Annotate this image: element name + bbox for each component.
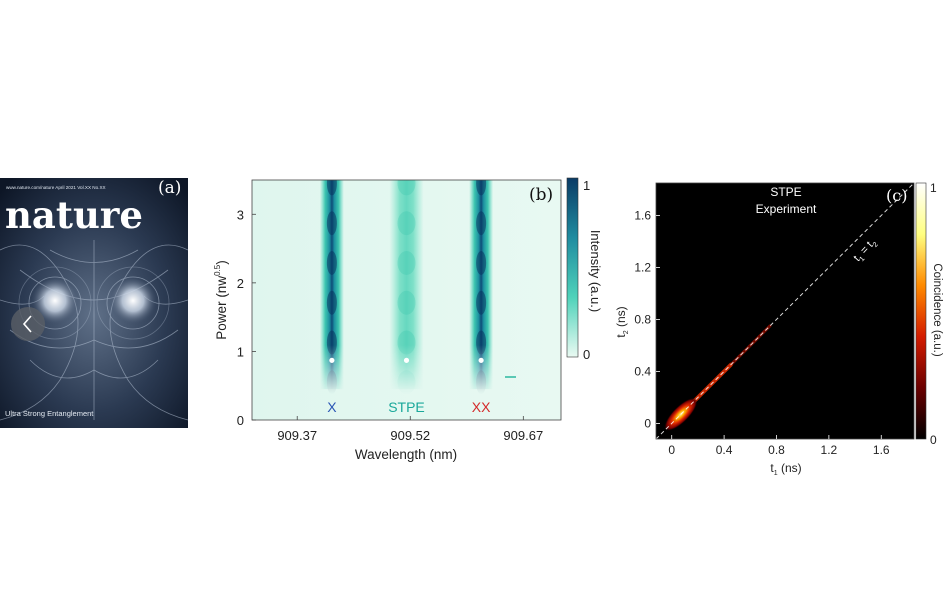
cover-url-line: www.nature.com/nature April 2021 Vol.XX … xyxy=(6,185,106,190)
panel-c-label: (c) xyxy=(886,186,907,205)
coincidence-signal xyxy=(656,183,914,439)
power-marker-0 xyxy=(329,357,335,363)
power-markers xyxy=(329,357,484,363)
c-xtick-label: 0.4 xyxy=(716,443,733,457)
c-colorbar-min: 0 xyxy=(930,433,937,447)
c-xlabel-sub: 1 xyxy=(774,470,778,477)
journal-cover: www.nature.com/nature April 2021 Vol.XX … xyxy=(0,178,189,428)
c-xtick-label: 1.6 xyxy=(873,443,890,457)
c-colorbar-label: Coincidence (a.u.) xyxy=(931,263,943,356)
c-xtick-label: 0.8 xyxy=(768,443,785,457)
diag-t2: t xyxy=(865,239,876,249)
spectral-lines xyxy=(319,180,494,395)
spectrum-chart: 909.37 909.52 909.67 0 1 2 3 X STPE XX (b) Wave… xyxy=(213,177,603,462)
c-ytick-label: 1.2 xyxy=(634,260,651,274)
diag-t2-sub: 2 xyxy=(872,241,880,249)
spectral-line-xx xyxy=(469,180,494,395)
spectral-line-x xyxy=(319,180,344,395)
carousel-prev-button[interactable] xyxy=(11,307,45,341)
b-ylabel-close: ) xyxy=(214,260,229,265)
diagonal-line xyxy=(656,183,914,439)
c-colorbar xyxy=(915,182,927,440)
line-label-stpe: STPE xyxy=(388,399,425,415)
b-xtick-label: 909.52 xyxy=(390,428,430,443)
chevron-left-icon xyxy=(22,315,32,333)
cover-panel-label: (a) xyxy=(158,178,181,198)
b-ylabel-sup: 0.5 xyxy=(213,264,222,276)
b-x-ticks: 909.37 909.52 909.67 xyxy=(277,416,543,443)
c-ytick-label: 1.6 xyxy=(634,208,651,222)
cover-journal-title: nature xyxy=(5,193,143,237)
power-marker-2 xyxy=(478,357,484,363)
b-ytick-label: 1 xyxy=(237,344,244,359)
c-colorbar-max: 1 xyxy=(930,181,937,195)
spectral-line-stpe xyxy=(389,180,424,395)
line-label-x: X xyxy=(327,399,337,415)
b-ylabel-main: Power (nw xyxy=(214,276,229,340)
b-ylabel: Power (nw0.5) xyxy=(213,260,229,339)
c-xtick-label: 1.2 xyxy=(821,443,838,457)
b-xtick-label: 909.37 xyxy=(277,428,317,443)
diag-t1-sub: 1 xyxy=(859,255,867,263)
c-ytick-label: 0.8 xyxy=(634,312,651,326)
c-ylabel-unit: (ns) xyxy=(614,306,628,330)
b-colorbar-label: Intensity (a.u.) xyxy=(588,230,603,312)
coincidence-chart: 0 0.4 0.8 1.2 1.6 0 0.4 0.8 1.2 1.6 STPE Experim… xyxy=(614,181,943,477)
b-ytick-label: 2 xyxy=(237,276,244,291)
c-ytick-label: 0 xyxy=(644,416,651,430)
cover-orb-left xyxy=(31,279,79,327)
c-x-ticks: 0 0.4 0.8 1.2 1.6 xyxy=(668,435,890,457)
c-xlabel-main: t xyxy=(770,461,774,475)
power-marker-1 xyxy=(403,357,410,363)
plot-c-frame xyxy=(655,182,915,440)
panel-b-label: (b) xyxy=(529,185,553,205)
b-colorbar-max: 1 xyxy=(583,178,590,193)
b-xlabel: Wavelength (nm) xyxy=(355,447,457,462)
c-title-line1: STPE xyxy=(770,185,801,199)
c-xlabel: t1 (ns) xyxy=(770,461,801,477)
c-title-line2: Experiment xyxy=(756,202,817,216)
c-ylabel: t2 (ns) xyxy=(614,306,630,337)
b-ytick-label: 3 xyxy=(237,207,244,222)
b-ytick-label: 0 xyxy=(237,413,244,428)
cover-caption: Ultra Strong Entanglement xyxy=(5,409,94,418)
b-xtick-label: 909.67 xyxy=(503,428,543,443)
b-y-ticks: 0 1 2 3 xyxy=(237,207,256,428)
b-colorbar xyxy=(566,177,579,358)
plot-b-frame xyxy=(251,179,562,421)
line-label-xx: XX xyxy=(472,399,491,415)
c-xlabel-unit: (ns) xyxy=(778,461,802,475)
c-ylabel-main: t xyxy=(614,334,628,338)
line-labels: X STPE XX xyxy=(327,399,491,415)
c-ytick-label: 0.4 xyxy=(634,364,651,378)
b-colorbar-min: 0 xyxy=(583,347,590,362)
c-ylabel-sub: 2 xyxy=(623,330,630,334)
diag-t1: t xyxy=(851,254,862,264)
c-xtick-label: 0 xyxy=(668,443,675,457)
cover-orb-right xyxy=(109,279,157,327)
c-y-ticks: 0 0.4 0.8 1.2 1.6 xyxy=(634,208,660,430)
